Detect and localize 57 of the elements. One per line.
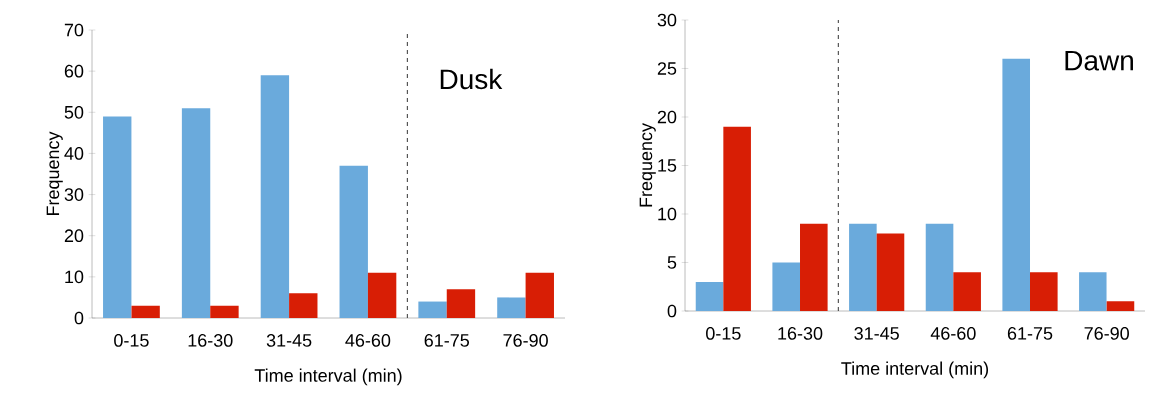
y-tick-label: 10 bbox=[658, 207, 677, 221]
bar bbox=[1002, 58, 1031, 311]
y-tick-label: 40 bbox=[64, 147, 84, 160]
x-tick-label: 31-45 bbox=[266, 334, 312, 347]
x-tick-label: 76-90 bbox=[1084, 327, 1129, 340]
bar bbox=[418, 301, 447, 318]
x-axis-title: Time interval (min) bbox=[254, 368, 402, 386]
bar bbox=[772, 262, 801, 311]
bar bbox=[1079, 272, 1107, 311]
y-tick-label: 60 bbox=[64, 64, 84, 78]
y-tick-label: 0 bbox=[74, 311, 84, 325]
x-tick-label: 76-90 bbox=[503, 334, 548, 347]
y-tick-label: 30 bbox=[657, 13, 677, 27]
x-tick-label: 61-75 bbox=[1007, 327, 1053, 340]
y-axis-title: Frequency bbox=[46, 131, 63, 216]
x-tick-label: 46-60 bbox=[345, 334, 391, 347]
bar bbox=[339, 165, 368, 318]
bar bbox=[289, 293, 318, 318]
x-tick-label: 0-15 bbox=[114, 334, 149, 347]
bar bbox=[210, 305, 239, 318]
bar bbox=[953, 272, 981, 311]
y-tick-label: 10 bbox=[65, 270, 84, 284]
annotation: Dawn bbox=[1065, 50, 1133, 71]
y-tick-label: 20 bbox=[64, 229, 84, 243]
bar bbox=[1106, 301, 1135, 311]
bar bbox=[723, 126, 751, 311]
bar bbox=[695, 281, 724, 311]
y-tick-label: 30 bbox=[64, 188, 84, 201]
bar bbox=[800, 223, 828, 311]
bar bbox=[497, 297, 526, 318]
annotation: Dusk bbox=[440, 68, 503, 90]
x-tick-label: 16-30 bbox=[778, 327, 823, 340]
y-tick-label: 50 bbox=[64, 105, 84, 119]
x-tick-label: 46-60 bbox=[930, 327, 976, 340]
y-tick-label: 15 bbox=[658, 159, 677, 172]
bar bbox=[181, 108, 211, 318]
bar bbox=[925, 223, 954, 311]
bar bbox=[876, 233, 905, 311]
bar bbox=[525, 272, 554, 318]
x-tick-label: 61-75 bbox=[424, 334, 470, 347]
bar bbox=[849, 223, 877, 311]
bar bbox=[131, 305, 160, 318]
x-tick-label: 31-45 bbox=[854, 327, 899, 340]
x-tick-label: 16-30 bbox=[188, 334, 233, 347]
bar bbox=[446, 289, 476, 318]
y-tick-label: 0 bbox=[667, 304, 677, 318]
y-tick-label: 70 bbox=[64, 23, 84, 37]
y-axis-title: Frequency bbox=[639, 123, 656, 207]
x-axis-title: Time interval (min) bbox=[841, 361, 989, 379]
y-tick-label: 25 bbox=[657, 62, 677, 75]
y-tick-label: 20 bbox=[657, 110, 677, 124]
x-tick-label: 0-15 bbox=[706, 327, 741, 340]
y-tick-label: 5 bbox=[667, 256, 677, 269]
bar bbox=[103, 116, 132, 318]
bar bbox=[260, 75, 290, 318]
bar bbox=[1030, 272, 1058, 311]
bar bbox=[367, 272, 397, 318]
